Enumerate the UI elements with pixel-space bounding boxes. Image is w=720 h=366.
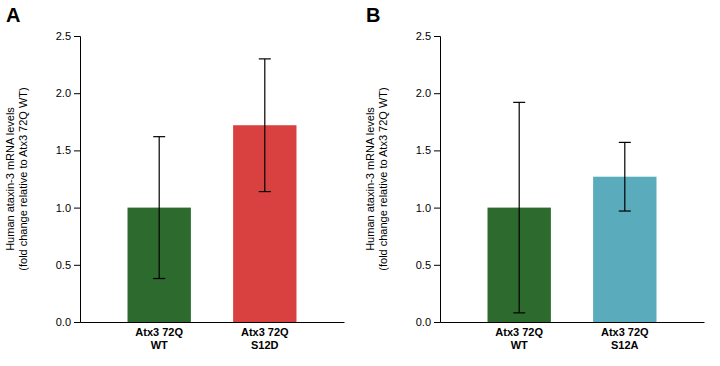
x-tick-label-line: S12A xyxy=(611,339,639,351)
y-tick-mark xyxy=(74,36,80,37)
x-axis: Atx3 72QWTAtx3 72QS12D xyxy=(81,323,345,352)
x-tick-label-line: Atx3 72Q xyxy=(135,326,183,338)
y-tick-mark xyxy=(434,265,440,266)
panel-label: B xyxy=(366,4,380,26)
y-tick-label: 0.0 xyxy=(416,316,431,328)
error-bar-stem xyxy=(624,142,625,211)
y-axis-title: Human ataxin-3 mRNA levels(fold change r… xyxy=(4,87,29,270)
panel: 0.00.51.01.52.02.5Atx3 72QWTAtx3 72QS12D… xyxy=(4,4,345,351)
y-tick-mark xyxy=(74,208,80,209)
y-axis-title-line: (fold change relative to Atx3 72Q WT) xyxy=(17,87,29,270)
x-tick: Atx3 72QS12A xyxy=(601,326,649,351)
error-bar-cap xyxy=(153,136,165,137)
y-axis: 0.0 0.5 1.0 1.5 2.0 2.5 xyxy=(416,30,441,328)
y-axis-title: Human ataxin-3 mRNA levels(fold change r… xyxy=(364,87,389,270)
y-tick: 1.5 xyxy=(416,144,440,156)
y-axis-title-line: Human ataxin-3 mRNA levels xyxy=(4,107,16,251)
y-axis: 0.0 0.5 1.0 1.5 2.0 2.5 xyxy=(56,30,81,328)
error-bar-cap xyxy=(619,210,631,211)
y-tick-label: 0.0 xyxy=(56,316,71,328)
y-tick: 2.0 xyxy=(416,87,440,99)
error-bar xyxy=(153,137,165,279)
error-bar xyxy=(513,102,525,312)
error-bar-cap xyxy=(513,102,525,103)
error-bar xyxy=(259,59,271,192)
y-tick: 0.5 xyxy=(416,259,440,271)
y-tick-label: 1.5 xyxy=(416,144,431,156)
y-tick-label: 0.5 xyxy=(416,259,431,271)
y-tick-mark xyxy=(74,322,80,323)
y-tick-label: 2.5 xyxy=(416,30,431,42)
y-tick-label: 2.5 xyxy=(56,30,71,42)
y-tick-mark xyxy=(74,93,80,94)
error-bar-stem xyxy=(519,102,520,312)
y-tick-mark xyxy=(434,322,440,323)
x-tick-label-line: Atx3 72Q xyxy=(601,326,649,338)
error-bar-stem xyxy=(159,137,160,279)
plot-area xyxy=(488,102,657,322)
plot-area xyxy=(128,59,297,322)
error-bar-cap xyxy=(153,278,165,279)
y-tick: 1.0 xyxy=(56,202,80,214)
error-bar xyxy=(619,142,631,211)
x-axis: Atx3 72QWTAtx3 72QS12A xyxy=(441,323,705,352)
y-tick: 0.0 xyxy=(56,316,80,328)
y-axis-title-line: (fold change relative to Atx3 72Q WT) xyxy=(377,87,389,270)
x-tick-label: Atx3 72QWT xyxy=(135,326,183,351)
y-tick-label: 1.5 xyxy=(56,144,71,156)
x-tick-label-line: WT xyxy=(511,339,528,351)
y-tick: 0.5 xyxy=(56,259,80,271)
y-axis-line xyxy=(74,37,81,323)
x-tick: Atx3 72QWT xyxy=(135,326,183,351)
y-tick: 2.0 xyxy=(56,87,80,99)
y-axis-title-line: Human ataxin-3 mRNA levels xyxy=(364,107,376,251)
x-tick-label: Atx3 72QS12D xyxy=(241,326,289,351)
x-tick-label: Atx3 72QS12A xyxy=(601,326,649,351)
x-tick-label-line: Atx3 72Q xyxy=(241,326,289,338)
error-bar-cap xyxy=(619,142,631,143)
x-axis-line xyxy=(81,322,345,323)
error-bar-cap xyxy=(513,312,525,313)
error-bar-cap xyxy=(259,191,271,192)
y-tick-mark xyxy=(434,150,440,151)
x-tick: Atx3 72QS12D xyxy=(241,326,289,351)
y-tick-label: 2.0 xyxy=(56,87,71,99)
y-tick-label: 1.0 xyxy=(416,202,431,214)
y-tick: 2.5 xyxy=(416,30,440,42)
y-tick-mark xyxy=(434,36,440,37)
x-tick-label-line: Atx3 72Q xyxy=(495,326,543,338)
panel: 0.00.51.01.52.02.5Atx3 72QWTAtx3 72QS12A… xyxy=(364,4,705,351)
y-tick-mark xyxy=(434,93,440,94)
y-tick: 0.0 xyxy=(416,316,440,328)
y-axis-line xyxy=(434,37,441,323)
y-tick-mark xyxy=(74,265,80,266)
y-tick-mark xyxy=(434,208,440,209)
y-tick-mark xyxy=(74,150,80,151)
x-tick: Atx3 72QWT xyxy=(495,326,543,351)
y-tick: 2.5 xyxy=(56,30,80,42)
panel-label: A xyxy=(6,4,20,26)
error-bar-stem xyxy=(264,59,265,192)
x-tick-label-line: S12D xyxy=(251,339,279,351)
figure: 0.00.51.01.52.02.5Atx3 72QWTAtx3 72QS12D… xyxy=(0,0,720,366)
y-tick-label: 0.5 xyxy=(56,259,71,271)
x-tick-label-line: WT xyxy=(151,339,168,351)
y-tick-label: 2.0 xyxy=(416,87,431,99)
x-axis-line xyxy=(441,322,705,323)
x-tick-label: Atx3 72QWT xyxy=(495,326,543,351)
y-tick-label: 1.0 xyxy=(56,202,71,214)
y-tick: 1.5 xyxy=(56,144,80,156)
y-tick: 1.0 xyxy=(416,202,440,214)
error-bar-cap xyxy=(259,58,271,59)
